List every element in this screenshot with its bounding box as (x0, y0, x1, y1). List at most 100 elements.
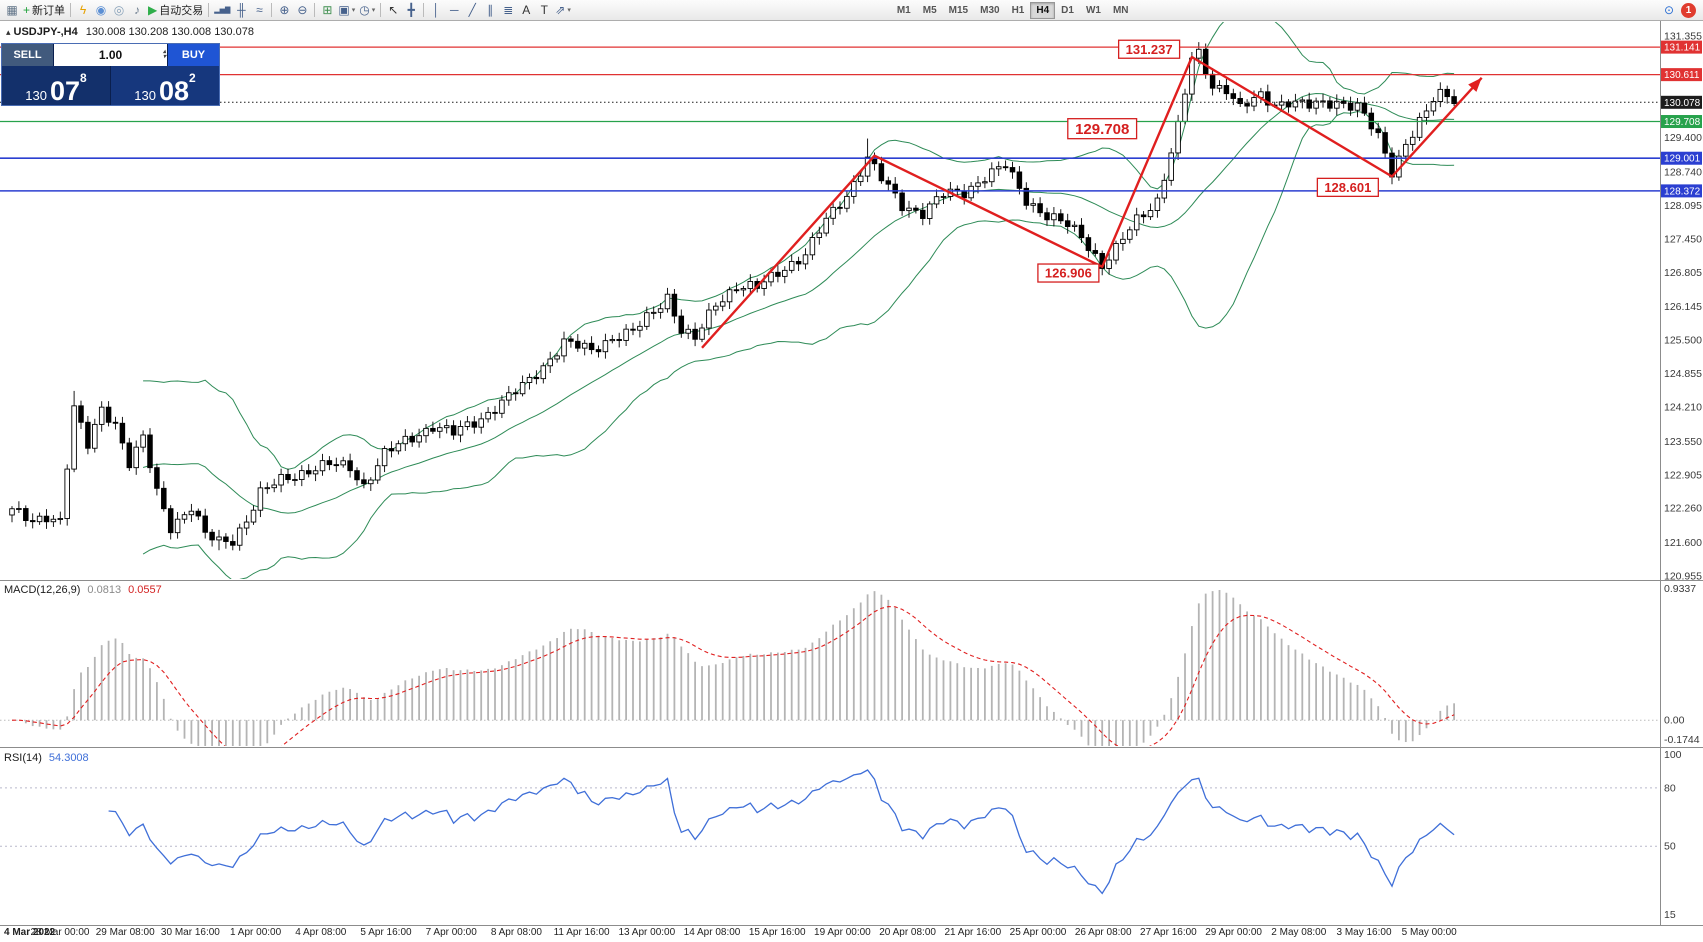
zoom-in-icon[interactable]: ⊕ (275, 1, 293, 19)
price-axis-label: 126.145 (1664, 301, 1702, 313)
label-tool-icon: T (540, 3, 548, 17)
bollinger-middle-band (142, 92, 1455, 514)
channel-icon: ∥ (487, 3, 494, 17)
text-tool-icon[interactable]: A (517, 1, 535, 19)
auto-trading-icon: ▶ (148, 3, 158, 17)
toolbar-separator (314, 3, 316, 17)
price-annotation[interactable]: 131.237 (1117, 39, 1181, 59)
volume-stepper[interactable]: ▴ ▾ (163, 45, 166, 65)
zoom-out-icon[interactable]: ⊖ (293, 1, 311, 19)
cursor-icon: ↖ (388, 3, 399, 17)
price-axis-badge: 129.708 (1661, 115, 1702, 129)
fibonacci-icon: ≣ (503, 3, 514, 17)
buy-price[interactable]: 130 08 2 (111, 66, 219, 105)
fibonacci-icon[interactable]: ≣ (499, 1, 517, 19)
svg-text:128.601: 128.601 (1324, 180, 1371, 195)
price-axis-label: 131.355 (1664, 31, 1702, 43)
sound-icon[interactable]: ♪ (128, 1, 146, 19)
time-label: 29 Apr 00:00 (1205, 927, 1262, 938)
timeframe-button-w1[interactable]: W1 (1080, 2, 1107, 19)
price-annotation[interactable]: 128.601 (1316, 177, 1379, 198)
timeframe-button-d1[interactable]: D1 (1055, 2, 1080, 19)
macd-label: MACD(12,26,9) (4, 584, 81, 596)
price-axis-label: 124.210 (1664, 401, 1702, 413)
price-annotation[interactable]: 129.708 (1067, 118, 1138, 140)
time-label: 25 Apr 00:00 (1009, 927, 1067, 938)
tile-windows-icon: ⊞ (322, 3, 333, 17)
price-axis-badge: 128.372 (1661, 184, 1702, 198)
timeframe-button-h1[interactable]: H1 (1006, 2, 1031, 19)
macd-axis-label: 0.00 (1664, 715, 1685, 727)
price-axis-label: 123.550 (1664, 436, 1702, 448)
new-chart-icon[interactable]: ▦ (3, 1, 21, 19)
community-icon[interactable]: ◎ (110, 1, 128, 19)
time-label: 11 Apr 16:00 (553, 927, 610, 938)
svg-text:130.611: 130.611 (1664, 70, 1700, 81)
svg-text:128.372: 128.372 (1664, 186, 1701, 197)
rsi-axis-label: 15 (1664, 909, 1676, 921)
horizontal-line-icon[interactable]: ─ (445, 1, 463, 19)
time-label: 2 May 08:00 (1271, 927, 1327, 938)
channel-icon[interactable]: ∥ (481, 1, 499, 19)
volume-input[interactable]: 1.00 ▴ ▾ (54, 44, 167, 66)
time-label: 7 Apr 00:00 (425, 927, 477, 938)
auto-trading-button[interactable]: ▶ 自动交易 (146, 1, 205, 19)
main-toolbar: ▦ + 新订单 ϟ ◉ ◎ ♪ ▶ 自动交易 ▂▅▇ ╫ ≈ ⊕ ⊖ ⊞ ▣ ▾ ◷ ▾ ↖ ╋ │ ─ ╱ ∥ ≣ A T ⇗ ▾ M1 M… (0, 0, 1703, 21)
sell-price-big: 07 (49, 76, 81, 106)
time-label: 5 Apr 16:00 (360, 927, 412, 938)
timeframe-button-m1[interactable]: M1 (891, 2, 917, 19)
search-icon[interactable]: ⊙ (1660, 1, 1678, 19)
tile-windows-icon[interactable]: ⊞ (318, 1, 336, 19)
svg-text:126.906: 126.906 (1045, 266, 1092, 281)
bar-chart-icon[interactable]: ▂▅▇ (212, 1, 232, 19)
timeframe-button-mn[interactable]: MN (1107, 2, 1135, 19)
price-axis-label: 124.855 (1664, 368, 1702, 380)
price-axis-badge: 130.611 (1661, 68, 1702, 82)
price-axis-label: 121.600 (1664, 537, 1702, 549)
zoom-in-icon: ⊕ (279, 3, 290, 17)
timeframe-button-m5[interactable]: M5 (917, 2, 943, 19)
toolbar-right-group: ⊙ 1 (1660, 1, 1700, 19)
vertical-line-icon[interactable]: │ (427, 1, 445, 19)
macd-axis-label: 0.9337 (1664, 583, 1696, 595)
svg-text:129.001: 129.001 (1664, 154, 1701, 165)
new-order-button[interactable]: + 新订单 (21, 1, 67, 19)
notification-badge[interactable]: 1 (1681, 2, 1696, 18)
stepper-up-icon[interactable]: ▴ (162, 49, 166, 55)
line-chart-icon[interactable]: ≈ (250, 1, 268, 19)
cursor-icon[interactable]: ↖ (384, 1, 402, 19)
svg-text:129.708: 129.708 (1075, 121, 1129, 138)
quick-trade-icon[interactable]: ϟ (74, 1, 92, 19)
timeframe-button-m15[interactable]: M15 (943, 2, 974, 19)
line-chart-icon: ≈ (256, 3, 263, 17)
rsi-header: RSI(14) 54.3008 (4, 752, 89, 764)
price-axis-label: 129.400 (1664, 132, 1702, 144)
period-icon[interactable]: ◷ ▾ (357, 1, 377, 19)
crosshair-icon[interactable]: ╋ (402, 1, 420, 19)
rsi-axis-label: 100 (1664, 749, 1682, 761)
arrows-tool-icon[interactable]: ⇗ ▾ (553, 1, 573, 19)
price-annotation[interactable]: 126.906 (1037, 263, 1100, 283)
stepper-down-icon[interactable]: ▾ (162, 54, 166, 60)
ohlc-quotes: 130.008 130.208 130.008 130.078 (85, 26, 254, 38)
sound-icon: ♪ (134, 3, 141, 17)
collapse-chart-icon[interactable]: ▴ (6, 27, 11, 37)
arrange-windows-icon[interactable]: ▣ ▾ (336, 1, 357, 19)
sell-price[interactable]: 130 07 8 (2, 66, 111, 105)
price-axis-label: 126.805 (1664, 267, 1702, 279)
time-axis: 4 Mar 2022 28 Mar 00:00 29 Mar 08:00 30 Mar… (0, 926, 1703, 942)
trendline-icon[interactable]: ╱ (463, 1, 481, 19)
candle-chart-icon[interactable]: ╫ (232, 1, 250, 19)
time-label: 28 Mar 00:00 (30, 927, 90, 938)
sell-button[interactable]: SELL (2, 44, 54, 66)
time-label: 26 Apr 08:00 (1074, 927, 1132, 938)
price-axis-label: 128.740 (1664, 166, 1702, 178)
dropdown-icon: ▾ (351, 7, 356, 14)
market-icon[interactable]: ◉ (92, 1, 110, 19)
timeframe-button-h4[interactable]: H4 (1030, 1, 1056, 19)
buy-button[interactable]: BUY (167, 44, 219, 66)
timeframe-button-m30[interactable]: M30 (974, 2, 1005, 19)
trend-zigzag-line[interactable] (701, 55, 1483, 349)
svg-text:129.708: 129.708 (1664, 117, 1701, 128)
label-tool-icon[interactable]: T (535, 1, 553, 19)
